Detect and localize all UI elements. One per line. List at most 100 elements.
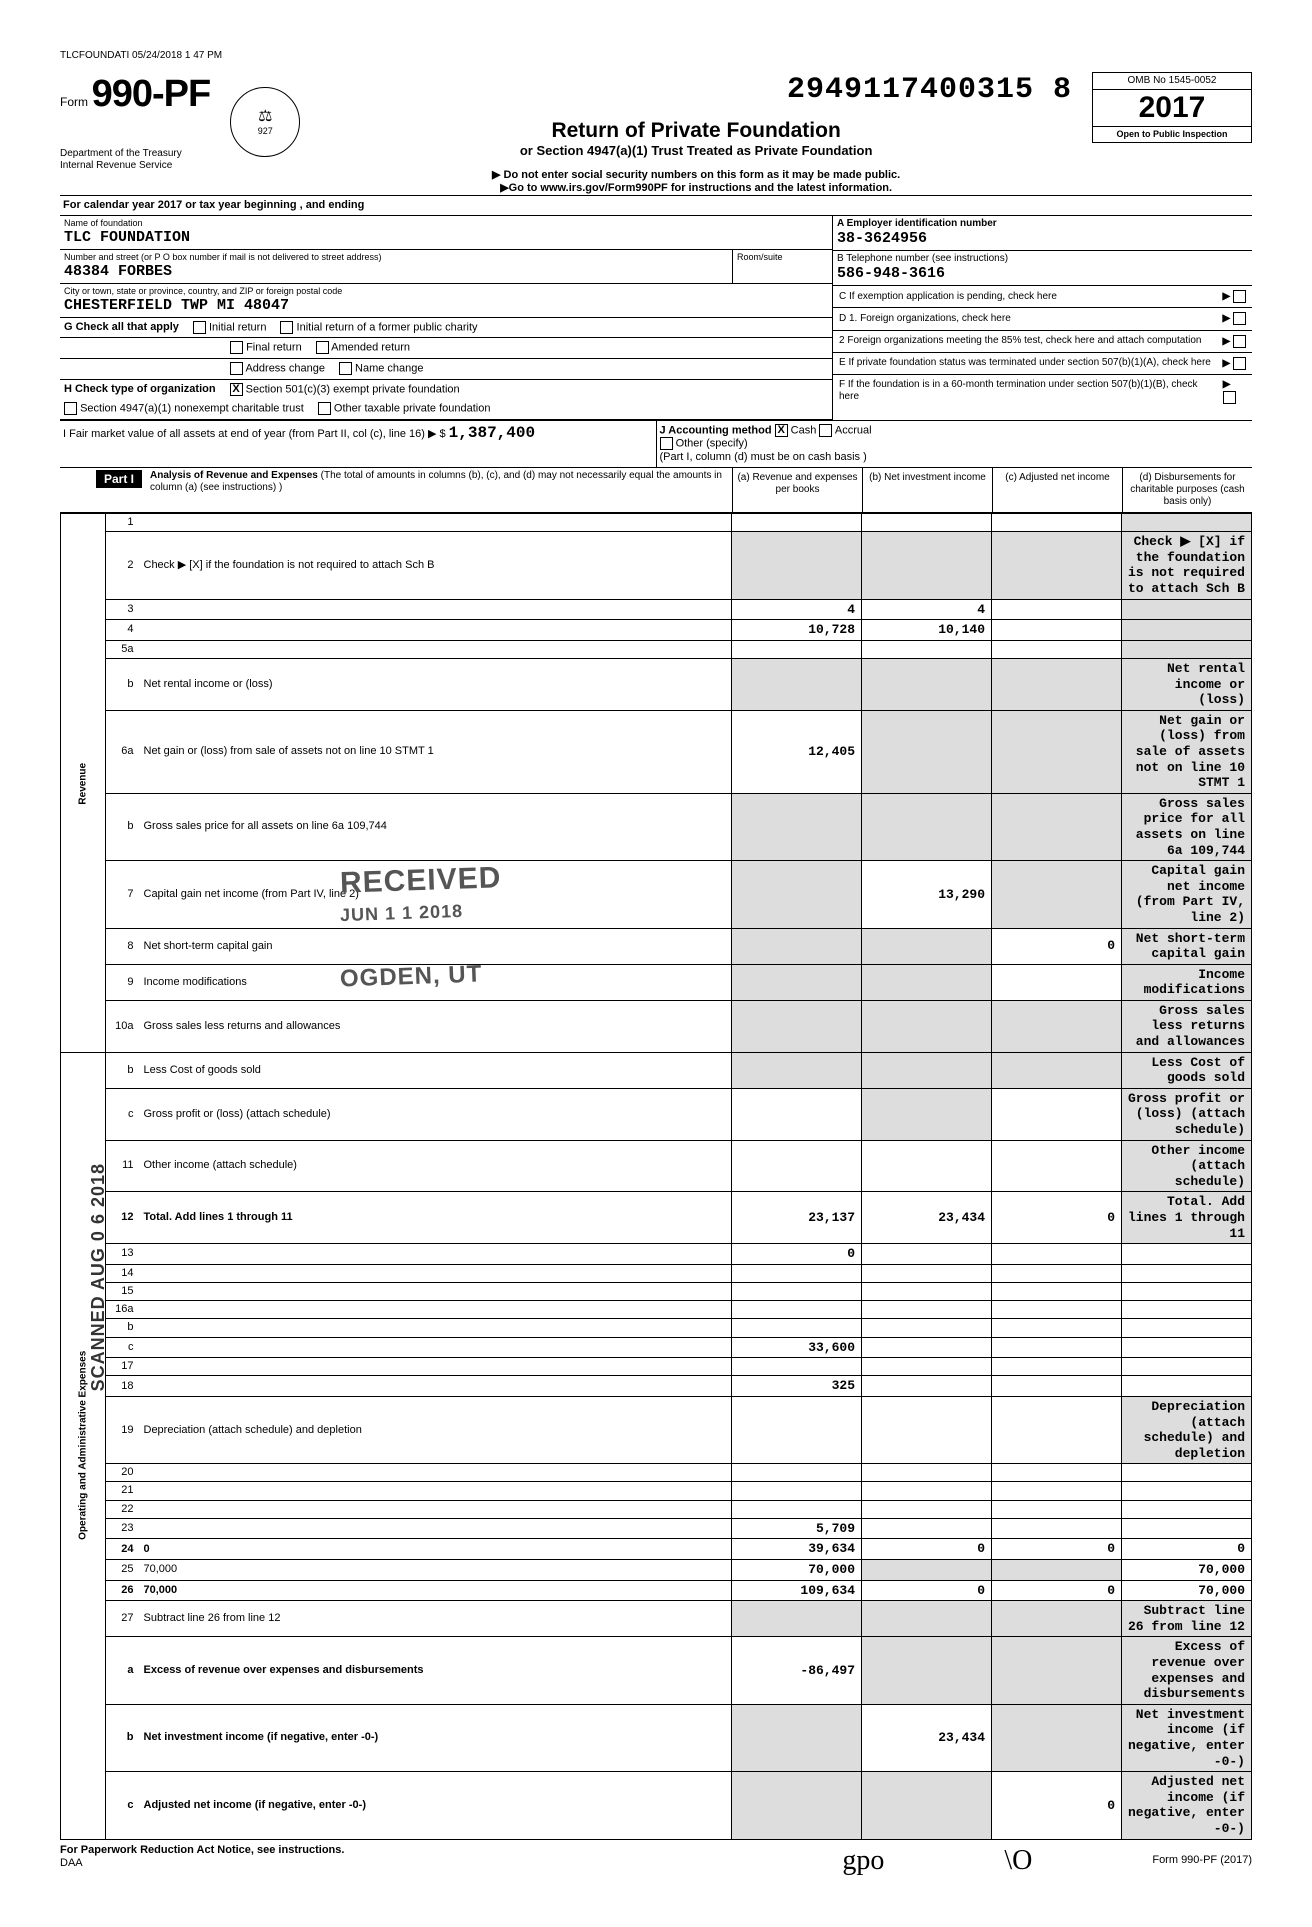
501c3-label: Section 501(c)(3) exempt private foundat… — [246, 383, 460, 395]
table-row: 2570,00070,00070,000 — [61, 1560, 1252, 1581]
amended-label: Amended return — [331, 342, 410, 354]
cash-basis-note: (Part I, column (d) must be on cash basi… — [660, 451, 867, 463]
cell-col-d: Gross profit or (loss) (attach schedule) — [1122, 1088, 1252, 1140]
cell-col-d — [1122, 1500, 1252, 1518]
part1-table: Revenue12Check ▶ [X] if the foundation i… — [60, 513, 1252, 1839]
cell-col-c — [992, 1282, 1122, 1300]
line-description: Income modifications — [140, 964, 732, 1000]
line-number: 27 — [106, 1601, 140, 1637]
cell-col-a — [732, 1704, 862, 1771]
addr-change-check[interactable] — [230, 362, 243, 375]
cash-check[interactable]: X — [775, 424, 788, 437]
line-number: 1 — [106, 514, 140, 532]
cell-col-b — [862, 1088, 992, 1140]
cell-col-b — [862, 1337, 992, 1358]
addr-change-label: Address change — [245, 362, 325, 374]
cell-col-d: 0 — [1122, 1539, 1252, 1560]
table-row: 27Subtract line 26 from line 12Subtract … — [61, 1601, 1252, 1637]
d2-check[interactable] — [1233, 335, 1246, 348]
line-number: b — [106, 659, 140, 711]
line-number: 11 — [106, 1140, 140, 1192]
form-prefix: Form — [60, 95, 88, 109]
ein-label: A Employer identification number — [837, 218, 1248, 230]
accrual-label: Accrual — [835, 424, 872, 436]
daa-label: DAA — [60, 1857, 83, 1869]
cell-col-b — [862, 1358, 992, 1376]
table-row: cGross profit or (loss) (attach schedule… — [61, 1088, 1252, 1140]
line-number: b — [106, 1052, 140, 1088]
line-number: c — [106, 1088, 140, 1140]
cell-col-a — [732, 793, 862, 860]
cell-col-c — [992, 1482, 1122, 1500]
c-label: C If exemption application is pending, c… — [839, 291, 1057, 303]
room-label: Room/suite — [737, 252, 828, 263]
d2-label: 2 Foreign organizations meeting the 85% … — [839, 335, 1201, 347]
cell-col-a — [732, 1264, 862, 1282]
line-number: 12 — [106, 1192, 140, 1244]
cell-col-b: 10,140 — [862, 620, 992, 641]
cell-col-b — [862, 1500, 992, 1518]
table-row: 16a — [61, 1301, 1252, 1319]
cell-col-b — [862, 1601, 992, 1637]
cell-col-b: 4 — [862, 599, 992, 620]
accrual-check[interactable] — [819, 424, 832, 437]
d1-check[interactable] — [1233, 312, 1246, 325]
line-number: c — [106, 1337, 140, 1358]
cell-col-c — [992, 1244, 1122, 1265]
cell-col-b — [862, 514, 992, 532]
c-check[interactable] — [1233, 290, 1246, 303]
other-taxable-check[interactable] — [318, 402, 331, 415]
line-number: 8 — [106, 928, 140, 964]
cell-col-c — [992, 1396, 1122, 1463]
line-description: Less Cost of goods sold — [140, 1052, 732, 1088]
final-return-check[interactable] — [230, 341, 243, 354]
other-method-check[interactable] — [660, 437, 673, 450]
cell-col-b — [862, 1264, 992, 1282]
cell-col-a: 109,634 — [732, 1580, 862, 1601]
line-description: Subtract line 26 from line 12 — [140, 1601, 732, 1637]
4947-check[interactable] — [64, 402, 77, 415]
cell-col-a — [732, 1319, 862, 1337]
line-description — [140, 1358, 732, 1376]
cell-col-d — [1122, 1244, 1252, 1265]
501c3-check[interactable]: X — [230, 383, 243, 396]
cell-col-c — [992, 1637, 1122, 1704]
table-row: 6aNet gain or (loss) from sale of assets… — [61, 710, 1252, 793]
table-row: 24039,634000 — [61, 1539, 1252, 1560]
amended-check[interactable] — [316, 341, 329, 354]
cell-col-c — [992, 659, 1122, 711]
tax-year: 2017 — [1093, 90, 1251, 126]
name-change-label: Name change — [355, 362, 424, 374]
line-number: 2 — [106, 532, 140, 599]
line-number: 16a — [106, 1301, 140, 1319]
note-2: ▶Go to www.irs.gov/Form990PF for instruc… — [320, 182, 1072, 195]
cell-col-a: -86,497 — [732, 1637, 862, 1704]
line-number: 20 — [106, 1464, 140, 1482]
line-description — [140, 514, 732, 532]
line-description: Net short-term capital gain — [140, 928, 732, 964]
cell-col-c: 0 — [992, 928, 1122, 964]
cell-col-c — [992, 1264, 1122, 1282]
note-1: ▶ Do not enter social security numbers o… — [320, 169, 1072, 182]
initial-return-check[interactable] — [193, 321, 206, 334]
f-check[interactable] — [1223, 391, 1236, 404]
line-number: 10a — [106, 1000, 140, 1052]
table-row: 21 — [61, 1482, 1252, 1500]
cell-col-c — [992, 1464, 1122, 1482]
name-change-check[interactable] — [339, 362, 352, 375]
cell-col-c — [992, 710, 1122, 793]
cell-col-b — [862, 1637, 992, 1704]
line-number: 22 — [106, 1500, 140, 1518]
initial-return-label: Initial return — [209, 321, 266, 333]
line-number: 17 — [106, 1358, 140, 1376]
cell-col-c — [992, 1140, 1122, 1192]
inspection-label: Open to Public Inspection — [1093, 126, 1251, 142]
line-description: Gross profit or (loss) (attach schedule) — [140, 1088, 732, 1140]
e-check[interactable] — [1233, 357, 1246, 370]
signature-2: \O — [1004, 1844, 1032, 1878]
table-row: 12Total. Add lines 1 through 1123,13723,… — [61, 1192, 1252, 1244]
form-number: 990-PF — [92, 73, 211, 115]
line-description — [140, 1244, 732, 1265]
initial-former-check[interactable] — [280, 321, 293, 334]
form-identification: Form 990-PF Department of the Treasury I… — [60, 72, 300, 172]
